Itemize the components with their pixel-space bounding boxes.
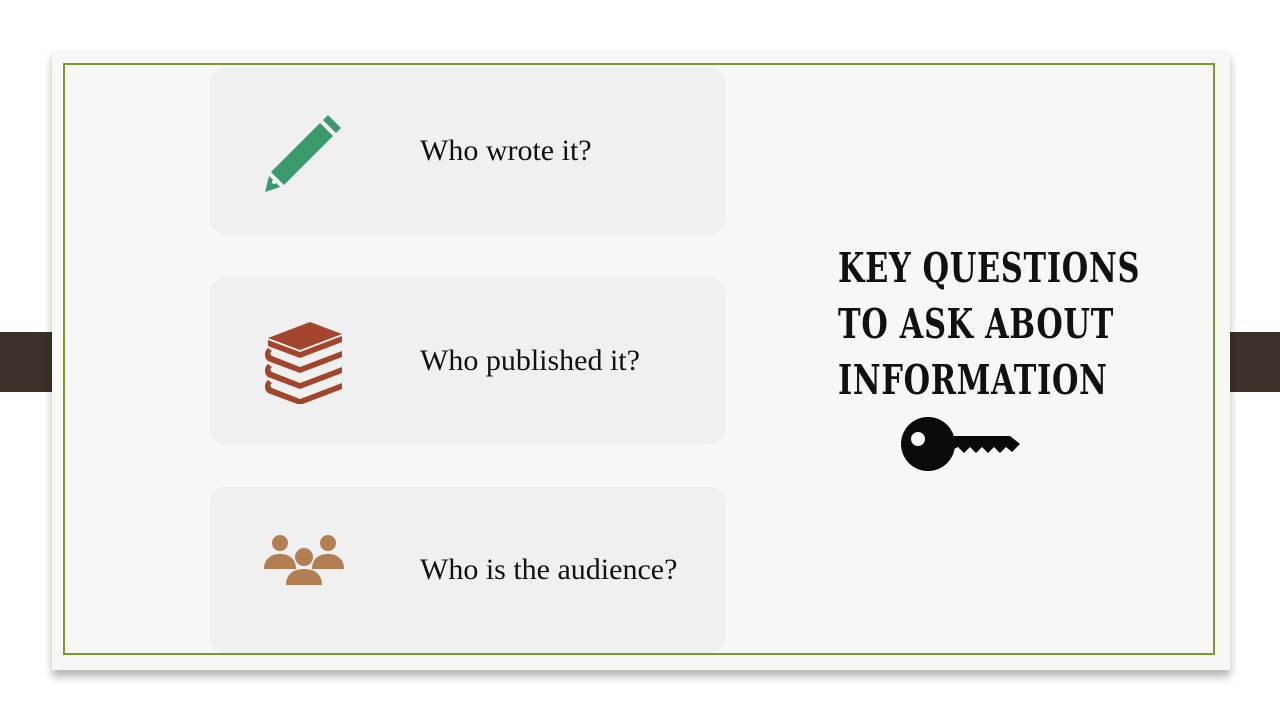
pencil-icon — [262, 110, 346, 194]
slide-frame — [63, 63, 1215, 655]
title-line: KEY QUESTIONS — [838, 244, 1141, 292]
audience-icon — [262, 529, 346, 613]
question-item-audience: Who is the audience? — [210, 487, 725, 653]
title-line: TO ASK ABOUT — [838, 300, 1115, 348]
slide-title: KEY QUESTIONS TO ASK ABOUT INFORMATION — [838, 240, 1141, 408]
question-label: Who is the audience? — [420, 553, 678, 586]
question-label: Who published it? — [420, 344, 640, 377]
question-item-published: Who published it? — [210, 278, 725, 444]
title-line: INFORMATION — [838, 356, 1108, 404]
key-icon — [898, 414, 1022, 476]
question-item-wrote: Who wrote it? — [210, 68, 725, 234]
question-label: Who wrote it? — [420, 134, 592, 167]
books-icon — [262, 320, 346, 404]
